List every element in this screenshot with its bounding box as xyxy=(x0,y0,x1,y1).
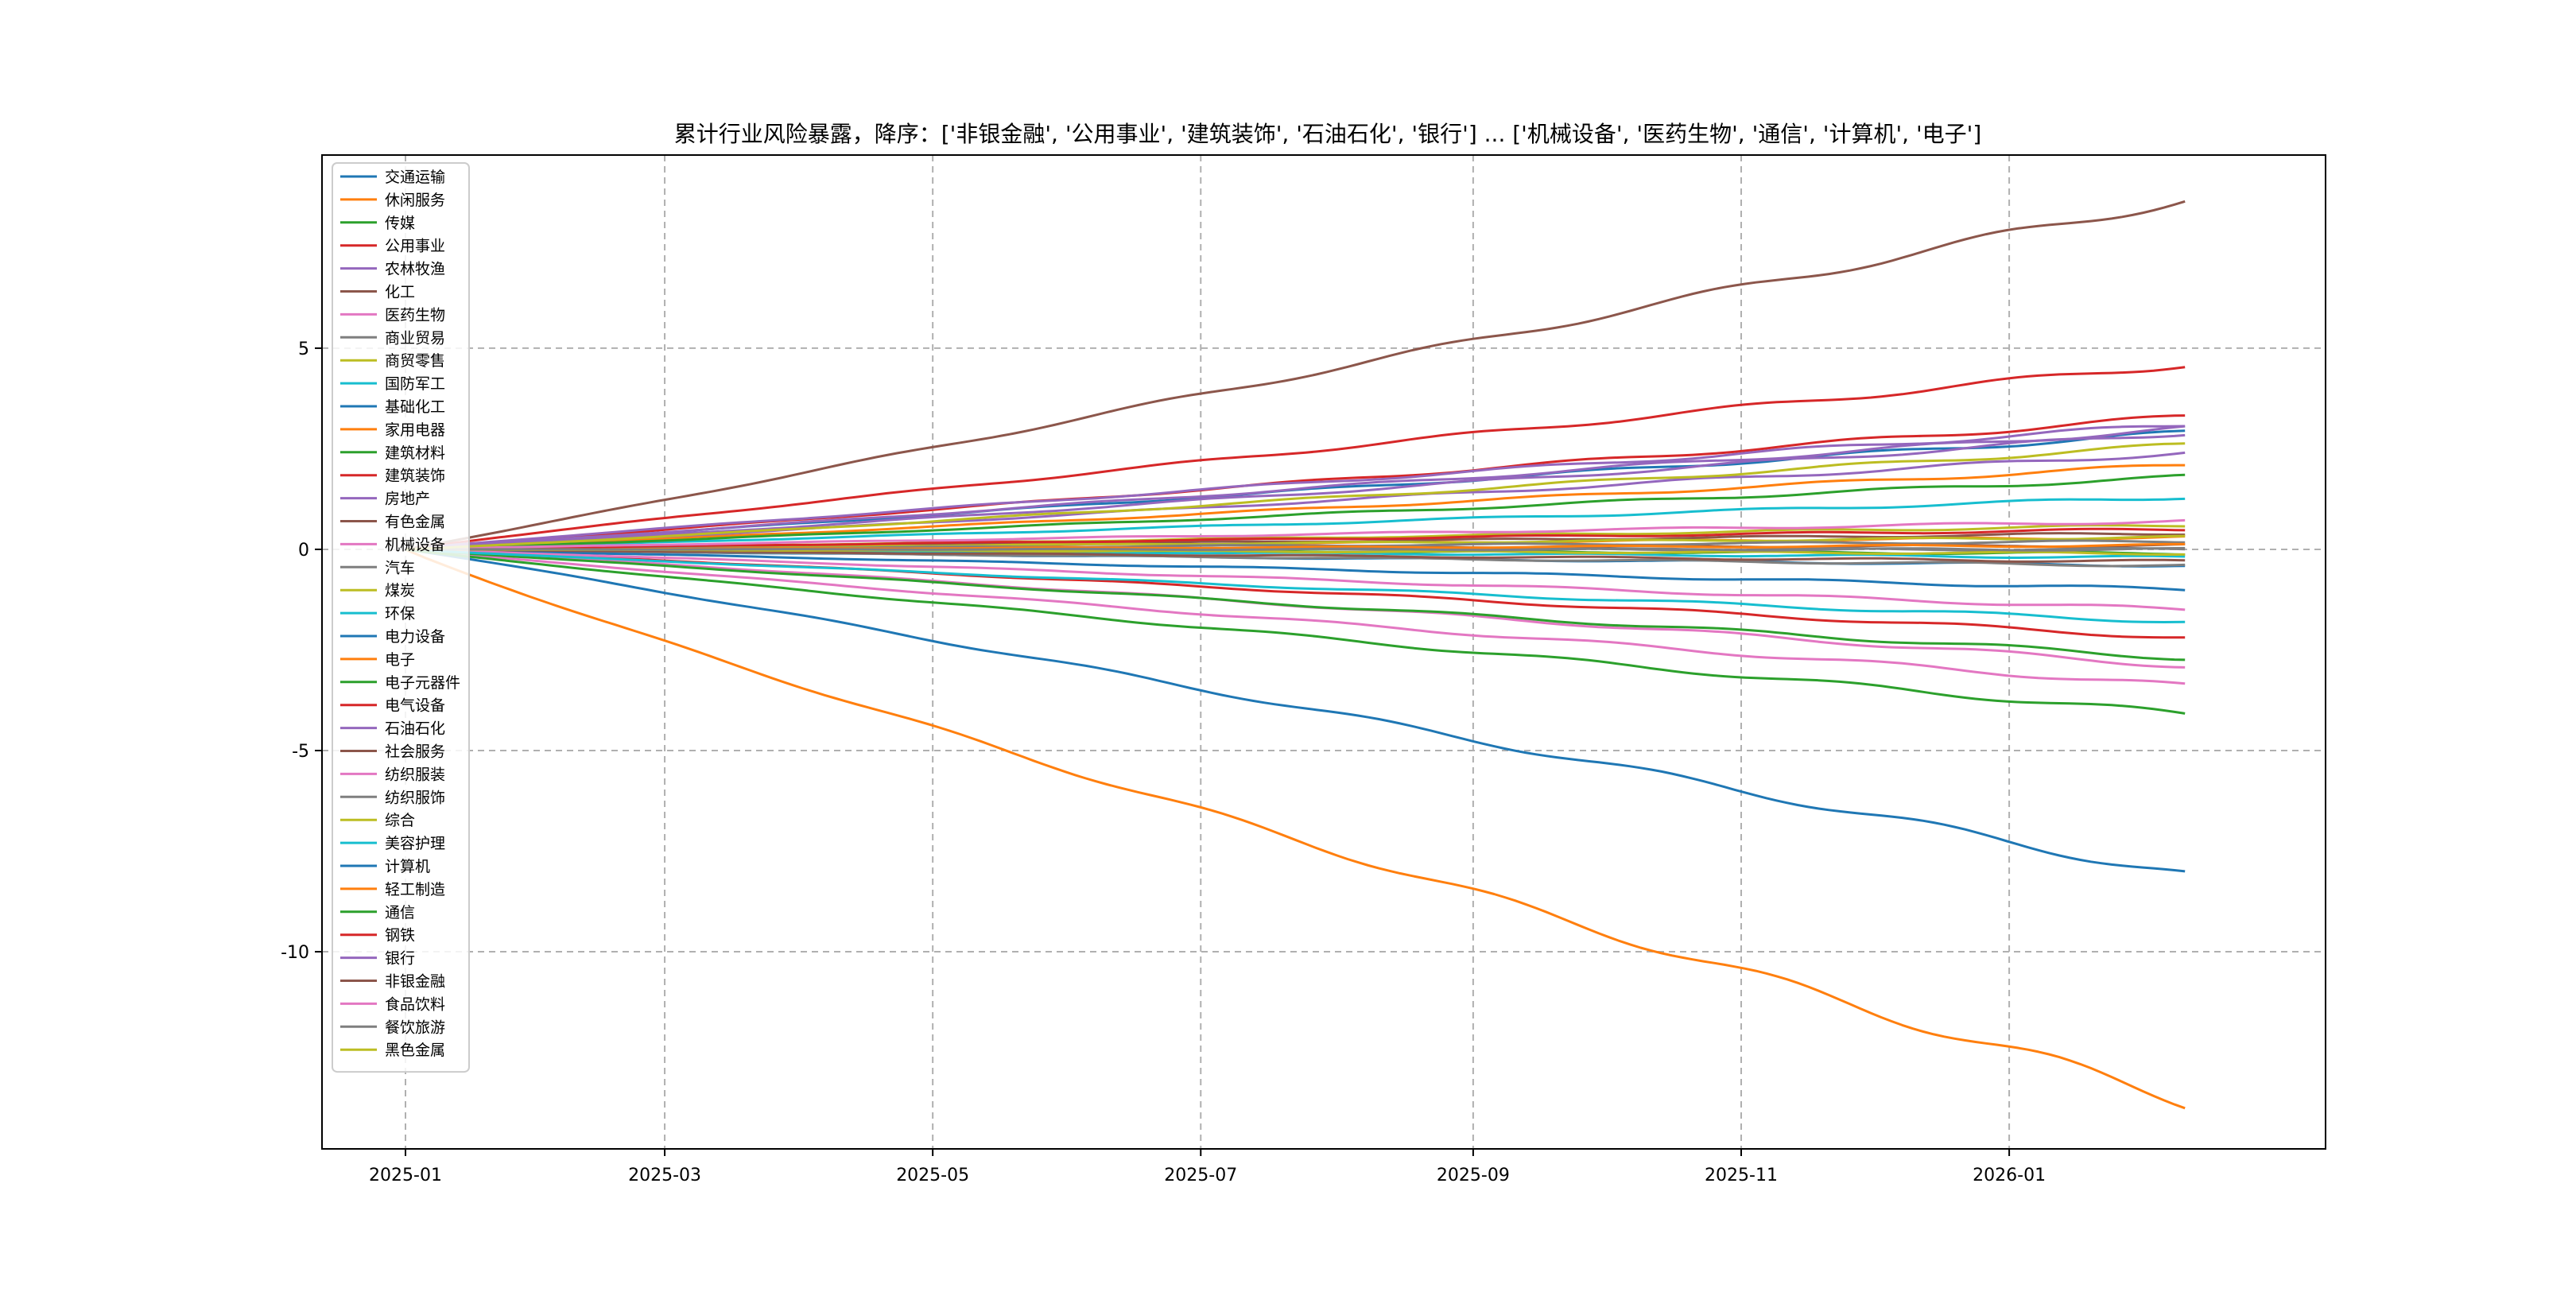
legend-label: 电子 xyxy=(385,651,415,669)
series-line xyxy=(405,548,2186,592)
legend-label: 电气设备 xyxy=(385,697,445,715)
series-line xyxy=(405,414,2186,551)
legend-label: 有色金属 xyxy=(385,514,445,531)
legend-label: 纺织服装 xyxy=(385,766,445,783)
series-line xyxy=(405,548,2186,563)
y-tick-label: 0 xyxy=(298,541,309,561)
series-line xyxy=(405,527,2186,551)
series-line xyxy=(405,464,2186,551)
legend-label: 建筑装饰 xyxy=(385,468,445,485)
series-line xyxy=(405,548,2186,611)
legend-label: 机械设备 xyxy=(385,536,445,553)
x-tick-label: 2025-01 xyxy=(369,1166,442,1185)
chart-title: 累计行业风险暴露，降序：['非银金融', '公用事业', '建筑装饰', '石油… xyxy=(674,121,1982,147)
series-line xyxy=(405,433,2186,551)
legend-label: 社会服务 xyxy=(385,743,445,761)
x-tick-label: 2026-01 xyxy=(1973,1166,2046,1185)
series-line xyxy=(405,425,2186,551)
series-line xyxy=(405,546,2186,552)
x-tick-label: 2025-07 xyxy=(1164,1166,1237,1185)
series-line xyxy=(405,473,2186,551)
series-line xyxy=(405,366,2186,551)
y-tick-label: 5 xyxy=(298,339,309,359)
legend-label: 交通运输 xyxy=(385,169,445,186)
x-tick-label: 2025-03 xyxy=(628,1166,701,1185)
x-tick-label: 2025-11 xyxy=(1705,1166,1778,1185)
legend-label: 商贸零售 xyxy=(385,352,445,370)
series-line xyxy=(405,548,2186,1110)
legend-label: 黑色金属 xyxy=(385,1042,445,1059)
legend-label: 房地产 xyxy=(385,491,430,508)
series-line xyxy=(405,200,2186,551)
legend-label: 休闲服务 xyxy=(385,192,445,209)
legend-label: 环保 xyxy=(385,605,415,623)
legend-label: 纺织服饰 xyxy=(385,789,445,806)
legend-label: 国防军工 xyxy=(385,375,445,393)
legend-label: 电力设备 xyxy=(385,628,445,646)
series-line xyxy=(405,497,2186,551)
legend-label: 公用事业 xyxy=(385,238,445,255)
x-tick-label: 2025-09 xyxy=(1437,1166,1510,1185)
x-tick-label: 2025-05 xyxy=(896,1166,969,1185)
series-line xyxy=(405,548,2186,685)
y-tick-label: -5 xyxy=(292,742,309,762)
series-line xyxy=(405,548,2186,715)
legend-label: 综合 xyxy=(385,812,415,829)
legend-label: 传媒 xyxy=(385,215,415,232)
plot-frame xyxy=(321,154,2326,1150)
legend-label: 美容护理 xyxy=(385,835,445,852)
legend-label: 电子元器件 xyxy=(385,674,460,692)
legend-label: 建筑材料 xyxy=(385,444,445,462)
y-axis: 5 0 -5 -10 xyxy=(281,339,322,963)
legend-label: 家用电器 xyxy=(385,421,445,439)
series-lines xyxy=(405,200,2186,1110)
legend-label: 计算机 xyxy=(385,858,430,875)
legend-label: 食品饮料 xyxy=(385,995,445,1013)
legend-label: 餐饮旅游 xyxy=(385,1018,445,1036)
legend-label: 农林牧渔 xyxy=(385,261,445,278)
legend: 交通运输休闲服务传媒公用事业农林牧渔化工医药生物商业贸易商贸零售国防军工基础化工… xyxy=(332,162,470,1073)
legend-label: 汽车 xyxy=(385,559,415,576)
series-line xyxy=(405,442,2186,551)
legend-label: 石油石化 xyxy=(385,720,445,738)
series-line xyxy=(405,548,2186,623)
legend-label: 商业贸易 xyxy=(385,329,445,347)
x-axis: 2025-01 2025-03 2025-05 2025-07 2025-09 2025-… xyxy=(369,1149,2046,1185)
series-line xyxy=(405,548,2186,873)
legend-label: 轻工制造 xyxy=(385,881,445,898)
series-line xyxy=(405,425,2186,551)
legend-label: 化工 xyxy=(385,284,415,301)
legend-box xyxy=(332,162,470,1073)
legend-label: 钢铁 xyxy=(385,927,415,945)
legend-label: 医药生物 xyxy=(385,306,445,324)
legend-label: 通信 xyxy=(385,904,415,921)
y-tick-label: -10 xyxy=(281,943,309,963)
legend-label: 银行 xyxy=(385,950,415,968)
legend-label: 煤炭 xyxy=(385,582,415,599)
legend-label: 基础化工 xyxy=(385,398,445,416)
series-line xyxy=(405,548,2186,662)
legend-label: 非银金融 xyxy=(385,973,445,991)
series-line xyxy=(405,518,2186,551)
